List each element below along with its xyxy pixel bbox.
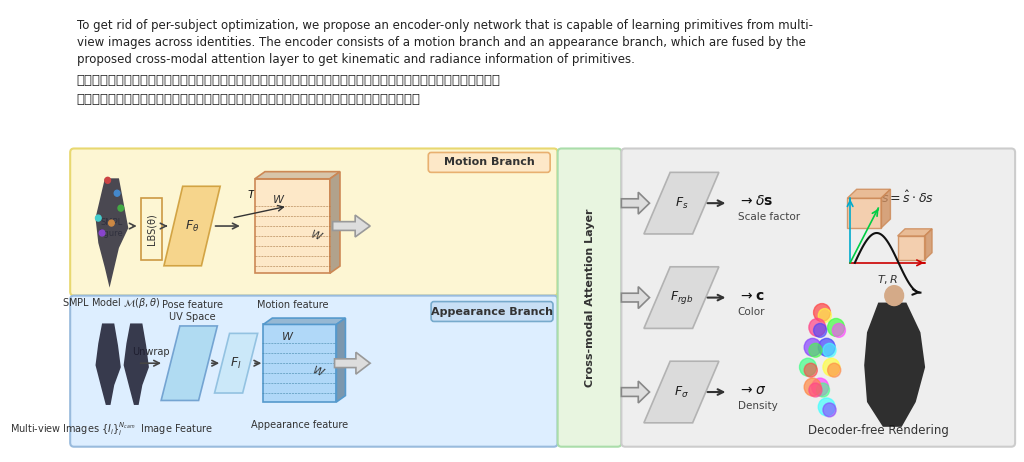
Text: Density: Density	[737, 401, 777, 411]
Text: $\rightarrow \delta\mathbf{s}$: $\rightarrow \delta\mathbf{s}$	[737, 194, 773, 208]
Circle shape	[823, 358, 840, 376]
Text: $\rightarrow \sigma$: $\rightarrow \sigma$	[737, 383, 766, 397]
Circle shape	[813, 323, 826, 337]
Text: $T, R$: $T, R$	[877, 273, 898, 286]
Text: $F_I$: $F_I$	[230, 356, 242, 371]
Text: $F_\theta$: $F_\theta$	[185, 219, 200, 234]
Text: $F_s$: $F_s$	[675, 195, 688, 211]
Circle shape	[104, 177, 111, 183]
Polygon shape	[925, 229, 932, 260]
Polygon shape	[95, 323, 121, 405]
Circle shape	[818, 398, 836, 416]
Circle shape	[885, 286, 903, 305]
Text: W: W	[309, 230, 323, 243]
FancyBboxPatch shape	[622, 148, 1015, 447]
Text: SMPL Model $\mathcal{M}(\beta,\theta)$: SMPL Model $\mathcal{M}(\beta,\theta)$	[62, 296, 161, 310]
Polygon shape	[644, 172, 719, 234]
FancyBboxPatch shape	[141, 198, 162, 260]
Text: Decoder-free Rendering: Decoder-free Rendering	[808, 424, 948, 437]
Polygon shape	[263, 324, 337, 402]
Polygon shape	[333, 215, 370, 237]
Text: $s = \hat{s} \cdot \delta s$: $s = \hat{s} \cdot \delta s$	[882, 190, 935, 207]
Polygon shape	[124, 323, 148, 405]
Circle shape	[818, 338, 836, 356]
Circle shape	[816, 383, 829, 397]
Circle shape	[812, 378, 828, 396]
Polygon shape	[622, 286, 649, 309]
Text: Motion feature: Motion feature	[257, 299, 328, 310]
Text: $F_{rgb}$: $F_{rgb}$	[670, 289, 693, 306]
Text: SMPL
figure: SMPL figure	[99, 219, 124, 238]
FancyBboxPatch shape	[558, 148, 622, 447]
Circle shape	[833, 323, 846, 337]
FancyBboxPatch shape	[71, 148, 558, 296]
Polygon shape	[330, 172, 340, 273]
Circle shape	[804, 378, 821, 396]
Text: Pose feature: Pose feature	[162, 299, 222, 310]
Text: Color: Color	[737, 306, 765, 316]
Polygon shape	[622, 192, 649, 214]
Text: LBS(θ): LBS(θ)	[146, 213, 157, 245]
Polygon shape	[898, 229, 932, 236]
Text: Appearance Branch: Appearance Branch	[431, 306, 553, 316]
Text: UV Space: UV Space	[169, 311, 215, 322]
Circle shape	[800, 358, 816, 376]
Text: $F_\sigma$: $F_\sigma$	[674, 384, 689, 400]
Text: view images across identities. The encoder consists of a motion branch and an ap: view images across identities. The encod…	[77, 36, 806, 49]
Polygon shape	[95, 178, 128, 288]
Polygon shape	[847, 198, 881, 228]
Text: $T, R, \hat{s}$: $T, R, \hat{s}$	[248, 187, 281, 202]
Circle shape	[115, 190, 120, 196]
FancyBboxPatch shape	[71, 296, 558, 447]
Polygon shape	[898, 236, 925, 260]
Polygon shape	[255, 172, 340, 179]
Polygon shape	[622, 381, 649, 403]
Circle shape	[118, 205, 124, 211]
Circle shape	[95, 215, 101, 221]
Polygon shape	[161, 326, 217, 401]
Polygon shape	[881, 189, 891, 228]
Text: Appearance feature: Appearance feature	[251, 420, 348, 430]
Polygon shape	[335, 352, 370, 374]
Circle shape	[827, 318, 845, 336]
Circle shape	[823, 403, 836, 417]
Text: Cross-modal Attention Layer: Cross-modal Attention Layer	[585, 208, 595, 387]
Polygon shape	[337, 318, 345, 402]
FancyBboxPatch shape	[431, 302, 553, 322]
Circle shape	[809, 343, 822, 357]
Circle shape	[823, 343, 836, 357]
Text: $\rightarrow \mathbf{c}$: $\rightarrow \mathbf{c}$	[737, 289, 764, 303]
Circle shape	[804, 363, 817, 377]
Polygon shape	[847, 189, 891, 198]
Polygon shape	[255, 179, 330, 273]
Text: 为了摆脱针对每个主题的优化，我们提出了一种仅编码器的网络，该网络能够从跨身份的多视图图像中学习基元。编码器: 为了摆脱针对每个主题的优化，我们提出了一种仅编码器的网络，该网络能够从跨身份的多…	[77, 74, 501, 87]
Text: W: W	[283, 332, 293, 342]
Text: Unwrap: Unwrap	[132, 347, 170, 357]
Polygon shape	[263, 318, 345, 324]
Text: W: W	[272, 195, 284, 205]
Polygon shape	[215, 334, 258, 393]
Polygon shape	[164, 186, 220, 266]
Circle shape	[809, 383, 822, 397]
Text: To get rid of per-subject optimization, we propose an encoder-only network that : To get rid of per-subject optimization, …	[77, 19, 813, 32]
Polygon shape	[644, 267, 719, 328]
Text: Scale factor: Scale factor	[737, 212, 800, 222]
Circle shape	[827, 363, 841, 377]
FancyBboxPatch shape	[428, 152, 550, 172]
Text: proposed cross-modal attention layer to get kinematic and radiance information o: proposed cross-modal attention layer to …	[77, 53, 635, 66]
Circle shape	[99, 230, 104, 236]
Circle shape	[813, 304, 830, 322]
Circle shape	[804, 338, 821, 356]
Text: Multi-view Images $\{I_i\}_i^{N_{cam}}$  Image Feature: Multi-view Images $\{I_i\}_i^{N_{cam}}$ …	[10, 420, 213, 438]
Text: Motion Branch: Motion Branch	[443, 158, 535, 167]
Circle shape	[109, 220, 115, 226]
Polygon shape	[644, 361, 719, 423]
Circle shape	[809, 318, 825, 336]
Text: 由运动分支和外观分支组成，它们由所提出的跨模态注意层融合以获得基元的运动学和辐射信息。: 由运动分支和外观分支组成，它们由所提出的跨模态注意层融合以获得基元的运动学和辐射…	[77, 93, 421, 106]
Polygon shape	[864, 303, 925, 427]
Circle shape	[818, 309, 831, 322]
Text: W: W	[311, 365, 325, 379]
